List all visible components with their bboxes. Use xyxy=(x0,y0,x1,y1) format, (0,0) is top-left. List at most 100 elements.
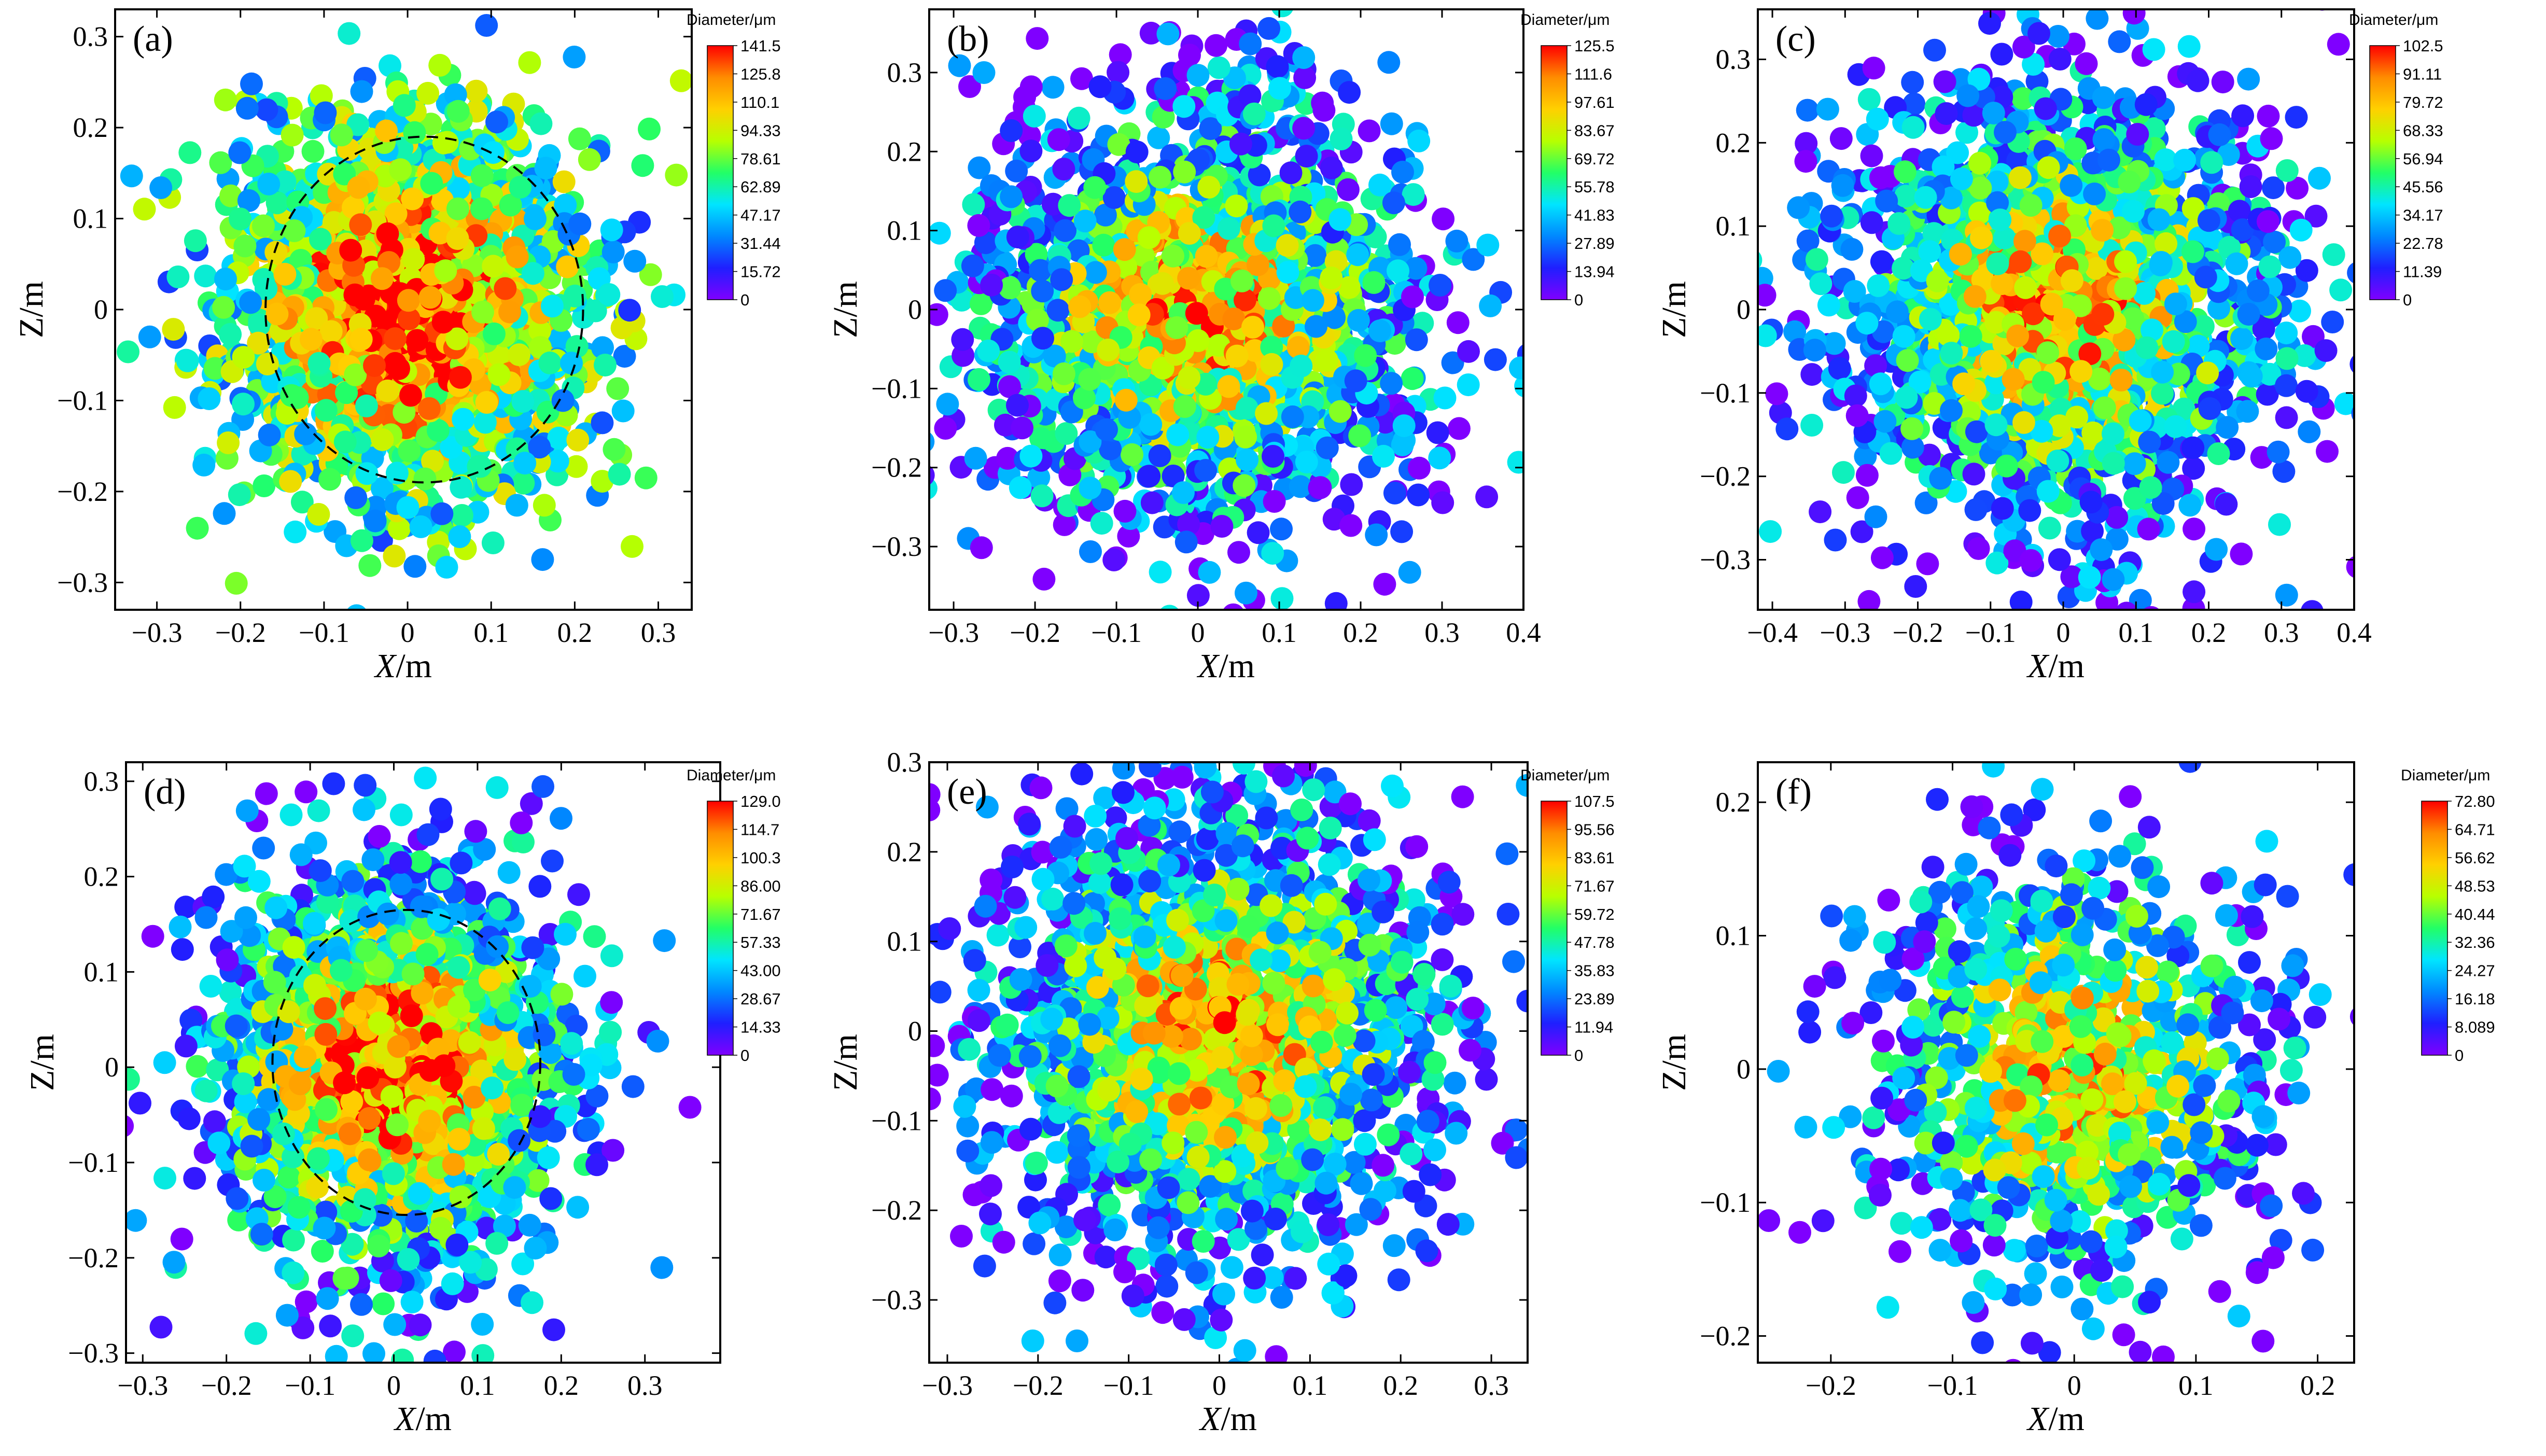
scatter-point xyxy=(1383,481,1406,505)
scatter-point xyxy=(1266,55,1289,78)
scatter-point xyxy=(384,327,407,351)
scatter-point xyxy=(1079,430,1102,453)
y-tick-label: −0.3 xyxy=(871,531,922,562)
scatter-point xyxy=(890,423,913,446)
scatter-point xyxy=(554,193,577,217)
scatter-point xyxy=(1354,344,1377,367)
scatter-point xyxy=(546,450,569,473)
scatter-point xyxy=(1248,163,1271,187)
panel-label: (b) xyxy=(947,19,989,59)
scatter-point xyxy=(1210,515,1234,538)
scatter-point xyxy=(1372,444,1395,468)
scatter-point xyxy=(1216,618,1239,640)
scatter-point xyxy=(281,123,304,147)
x-tick-label: 0.1 xyxy=(1262,617,1297,648)
scatter-point xyxy=(552,170,576,193)
scatter-point xyxy=(1162,465,1185,487)
scatter-point xyxy=(184,229,207,253)
scatter-point xyxy=(473,411,497,434)
scatter-point xyxy=(1194,459,1218,482)
scatter-point xyxy=(279,470,302,493)
scatter-point xyxy=(385,461,409,485)
scatter-point xyxy=(1398,561,1421,584)
scatter-point xyxy=(1407,483,1430,507)
x-tick-label: 0.3 xyxy=(641,617,676,648)
scatter-point xyxy=(1005,159,1028,183)
scatter-point xyxy=(1019,139,1043,163)
scatter-point xyxy=(481,141,505,164)
scatter-point xyxy=(475,14,498,37)
scatter-point xyxy=(533,494,556,517)
scatter-point xyxy=(665,163,688,187)
scatter-point xyxy=(511,390,535,413)
scatter-point xyxy=(1309,612,1332,635)
scatter-point xyxy=(280,384,303,407)
scatter-point xyxy=(1286,336,1310,359)
scatter-point xyxy=(1151,272,1174,295)
x-tick-label: 0.2 xyxy=(1343,617,1378,648)
scatter-point xyxy=(623,249,647,273)
scatter-point xyxy=(1509,356,1523,380)
scatter-point xyxy=(1857,88,1881,111)
scatter-point xyxy=(977,339,1000,362)
scatter-point xyxy=(1139,413,1163,436)
x-tick-label: −0.1 xyxy=(299,617,349,648)
scatter-point xyxy=(996,446,1019,470)
scatter-point xyxy=(1023,105,1046,128)
scatter-point xyxy=(563,46,586,68)
y-tick-label: 0 xyxy=(94,294,108,325)
scatter-point xyxy=(225,571,248,595)
scatter-point xyxy=(639,263,662,286)
scatter-point xyxy=(1006,394,1029,417)
scatter-point xyxy=(1328,400,1352,423)
scatter-point xyxy=(2349,355,2354,373)
scatter-point xyxy=(1433,386,1457,410)
scatter-point xyxy=(1428,446,1451,470)
scatter-point xyxy=(1255,402,1278,425)
scatter-point xyxy=(1305,315,1327,338)
colorbar-tick-label: 41.83 xyxy=(1574,206,1615,225)
scatter-point xyxy=(330,123,353,147)
scatter-point xyxy=(961,254,984,277)
scatter-point xyxy=(1113,238,1136,261)
scatter-point xyxy=(1261,542,1284,565)
scatter-point xyxy=(1127,303,1151,327)
scatter-point xyxy=(265,302,289,326)
scatter-point xyxy=(1198,561,1221,584)
scatter-point xyxy=(1902,92,1926,116)
scatter-point xyxy=(1242,102,1266,125)
scatter-point xyxy=(1978,12,2001,35)
scatter-point xyxy=(307,503,330,526)
scatter-point xyxy=(1172,481,1195,505)
scatter-point xyxy=(481,531,505,554)
scatter-point xyxy=(1339,514,1363,537)
scatter-point xyxy=(970,536,993,559)
colorbar-tick-label: 110.1 xyxy=(740,93,779,111)
scatter-point xyxy=(2183,580,2206,604)
scatter-point xyxy=(219,323,242,346)
scatter-point xyxy=(1358,119,1381,143)
scatter-point xyxy=(209,151,232,174)
scatter-point xyxy=(149,176,173,199)
scatter-point xyxy=(942,664,965,687)
colorbar xyxy=(1541,45,1568,300)
scatter-point xyxy=(934,279,957,302)
scatter-point xyxy=(1365,523,1388,547)
scatter-point xyxy=(1824,528,1847,552)
scatter-point xyxy=(257,172,281,195)
scatter-point xyxy=(1368,319,1392,343)
scatter-point xyxy=(2257,104,2280,128)
scatter-point xyxy=(310,84,333,107)
scatter-point xyxy=(1079,540,1102,563)
scatter-point xyxy=(929,432,935,452)
scatter-point xyxy=(1476,233,1500,257)
scatter-point xyxy=(1944,480,1967,503)
x-tick-label: −0.3 xyxy=(928,617,979,648)
scatter-point xyxy=(528,319,552,342)
scatter-point xyxy=(398,439,421,463)
scatter-point xyxy=(1052,158,1075,181)
scatter-point xyxy=(1260,353,1283,376)
scatter-point xyxy=(970,292,992,315)
colorbar-tick-label: 97.61 xyxy=(1574,93,1615,111)
y-tick-label: 0.1 xyxy=(73,203,108,234)
